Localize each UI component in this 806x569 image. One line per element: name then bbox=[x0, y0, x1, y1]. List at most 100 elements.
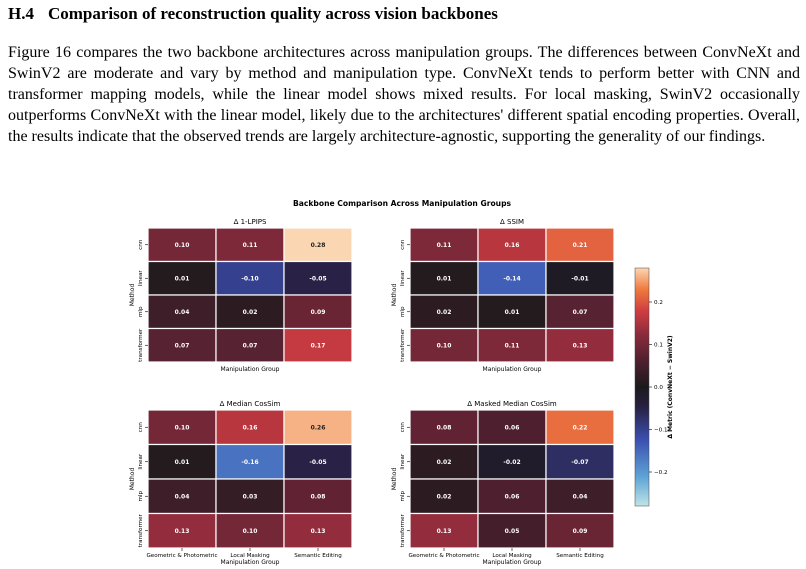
colorbar-tick-label: 0.0 bbox=[654, 385, 663, 391]
cell-value-label: -0.10 bbox=[241, 275, 258, 282]
cell-value-label: 0.02 bbox=[437, 493, 452, 500]
y-axis-label: Method bbox=[129, 284, 136, 307]
cell-value-label: 0.09 bbox=[311, 309, 326, 316]
heatmap-cell bbox=[283, 409, 353, 446]
colorbar-gradient bbox=[634, 267, 650, 507]
cell-value-label: -0.16 bbox=[241, 459, 258, 466]
cell-value-label: 0.17 bbox=[311, 342, 326, 349]
heatmap-cell bbox=[215, 327, 285, 363]
cell-value-label: 0.16 bbox=[505, 242, 520, 249]
cell-value-label: 0.08 bbox=[311, 493, 326, 500]
heatmap-cell bbox=[283, 327, 353, 363]
cell-value-label: 0.05 bbox=[505, 528, 520, 535]
heatmap-cell bbox=[477, 327, 547, 363]
row-tick-label: transformer bbox=[138, 328, 144, 362]
row-tick-label: transformer bbox=[138, 513, 144, 547]
x-axis-label: Manipulation Group bbox=[221, 559, 280, 566]
row-tick-label: cnn bbox=[400, 239, 406, 250]
cell-value-label: 0.11 bbox=[243, 242, 258, 249]
colorbar-tick-label: 0.2 bbox=[654, 300, 663, 306]
row-tick-label: mlp bbox=[138, 491, 144, 502]
y-axis-label: Method bbox=[129, 468, 136, 491]
heatmap-cell bbox=[545, 512, 615, 549]
cell-value-label: 0.02 bbox=[243, 309, 258, 316]
cell-value-label: 0.06 bbox=[505, 493, 520, 500]
heatmap-cell bbox=[215, 294, 285, 330]
cell-value-label: 0.04 bbox=[573, 493, 588, 500]
row-tick-label: linear bbox=[400, 453, 406, 470]
column-tick-label: Geometric & Photometric bbox=[146, 553, 217, 559]
row-tick-label: linear bbox=[138, 270, 144, 287]
colorbar-label: Δ Metric (ConvNeXt − SwinV2) bbox=[667, 335, 674, 439]
cell-value-label: 0.01 bbox=[437, 275, 452, 282]
cell-value-label: 0.11 bbox=[437, 242, 452, 249]
cell-value-label: 0.04 bbox=[175, 493, 190, 500]
cell-value-label: 0.13 bbox=[437, 528, 452, 535]
section-number: H.4 bbox=[8, 4, 34, 23]
section-heading: H.4 Comparison of reconstruction quality … bbox=[8, 4, 498, 24]
cell-value-label: 0.10 bbox=[175, 424, 190, 431]
cell-value-label: -0.02 bbox=[503, 459, 520, 466]
heatmap-panel: Δ Median CosSim 0.10 0.16 0.26 0.01 -0.16 -0.0… bbox=[129, 400, 353, 566]
heatmap-cell bbox=[283, 478, 353, 515]
column-tick-label: Semantic Editing bbox=[294, 553, 342, 559]
cell-value-label: 0.03 bbox=[243, 493, 258, 500]
row-tick-label: transformer bbox=[400, 328, 406, 362]
heatmap-panel: Δ SSIM 0.11 0.16 0.21 0.01 -0.14 -0.01 0.02 0.01… bbox=[391, 218, 615, 373]
panel-title: Δ 1-LPIPS bbox=[234, 218, 267, 226]
row-tick-label: cnn bbox=[400, 422, 406, 433]
heatmap-cell bbox=[477, 512, 547, 549]
heatmap-cell bbox=[215, 512, 285, 549]
heatmap-panel: Δ Masked Median CosSim 0.08 0.06 0.22 0.02 -0… bbox=[391, 400, 615, 566]
column-tick-label: Local Masking bbox=[230, 553, 270, 559]
heatmap-cell bbox=[147, 227, 217, 263]
cell-value-label: -0.05 bbox=[309, 459, 326, 466]
cell-value-label: 0.11 bbox=[505, 342, 520, 349]
cell-value-label: 0.02 bbox=[437, 459, 452, 466]
heatmap-cell bbox=[409, 294, 479, 330]
row-tick-label: linear bbox=[138, 453, 144, 470]
row-tick-label: mlp bbox=[138, 306, 144, 317]
column-tick-label: Semantic Editing bbox=[556, 553, 604, 559]
row-tick-label: transformer bbox=[400, 513, 406, 547]
cell-value-label: 0.04 bbox=[175, 309, 190, 316]
cell-value-label: 0.13 bbox=[175, 528, 190, 535]
cell-value-label: 0.26 bbox=[311, 424, 326, 431]
cell-value-label: -0.07 bbox=[571, 459, 588, 466]
cell-value-label: 0.13 bbox=[311, 528, 326, 535]
heatmap-cell bbox=[545, 294, 615, 330]
cell-value-label: 0.16 bbox=[243, 424, 258, 431]
cell-value-label: 0.07 bbox=[175, 342, 190, 349]
figure-title: Backbone Comparison Across Manipulation … bbox=[293, 199, 512, 208]
cell-value-label: 0.01 bbox=[505, 309, 520, 316]
column-tick-label: Local Masking bbox=[492, 553, 532, 559]
row-tick-label: mlp bbox=[400, 491, 406, 502]
x-axis-label: Manipulation Group bbox=[221, 366, 280, 373]
cell-value-label: 0.07 bbox=[243, 342, 258, 349]
row-tick-label: linear bbox=[400, 270, 406, 287]
panel-title: Δ Masked Median CosSim bbox=[467, 400, 557, 408]
heatmap-panel: Δ 1-LPIPS 0.10 0.11 0.28 0.01 -0.10 -0.05 0.04 0… bbox=[129, 218, 353, 373]
colorbar-tick-label: 0.1 bbox=[654, 343, 663, 349]
cell-value-label: 0.06 bbox=[505, 424, 520, 431]
heatmap-cell bbox=[545, 443, 615, 480]
heatmap-cell bbox=[477, 227, 547, 263]
cell-value-label: -0.05 bbox=[309, 275, 326, 282]
section-title: Comparison of reconstruction quality acr… bbox=[47, 4, 498, 23]
row-tick-label: cnn bbox=[138, 239, 144, 250]
row-tick-label: cnn bbox=[138, 422, 144, 433]
cell-value-label: 0.01 bbox=[175, 275, 190, 282]
cell-value-label: -0.14 bbox=[503, 275, 520, 282]
y-axis-label: Method bbox=[391, 468, 398, 491]
row-tick-label: mlp bbox=[400, 306, 406, 317]
cell-value-label: 0.10 bbox=[437, 342, 452, 349]
x-axis-label: Manipulation Group bbox=[483, 559, 542, 566]
panel-title: Δ Median CosSim bbox=[220, 400, 281, 408]
heatmap-cell bbox=[545, 227, 615, 263]
cell-value-label: 0.10 bbox=[243, 528, 258, 535]
colorbar-tick-label: −0.1 bbox=[654, 428, 668, 434]
heatmap-cell bbox=[409, 512, 479, 549]
x-axis-label: Manipulation Group bbox=[483, 366, 542, 373]
heatmap-cell bbox=[477, 260, 547, 296]
